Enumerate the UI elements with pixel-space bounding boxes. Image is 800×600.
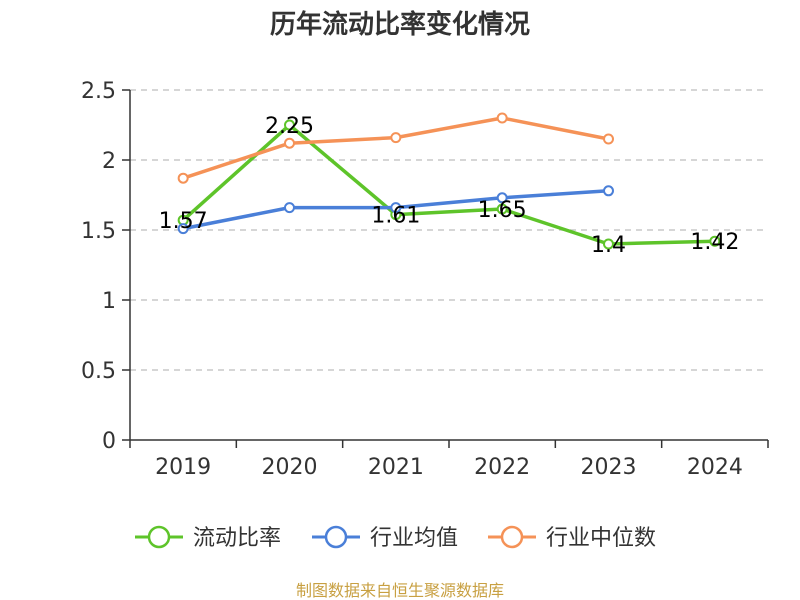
data-point [603,238,614,250]
source-note: 制图数据来自恒生聚源数据库 [296,581,504,600]
legend-label: 流动比率 [193,526,281,551]
y-tick-label: 2.5 [81,79,116,104]
data-point [390,132,402,144]
axes: 0 0.5 1 1.5 2 2.5 2019 2020 2021 2022 2023 2024 [81,79,769,480]
data-point [709,235,721,247]
series [177,112,721,250]
x-tick-label: 2024 [687,455,743,480]
data-point [177,172,189,184]
legend-marker [324,525,348,549]
data-point [496,192,508,204]
series-line-0 [181,123,715,246]
grid [130,89,768,371]
x-tick-label: 2020 [262,455,318,480]
data-point [284,119,295,131]
data-labels: 1.57 2.25 1.61 1.65 1.4 1.42 [159,114,740,258]
y-tick-label: 1 [102,289,116,314]
legend-marker [500,525,524,549]
y-tick-label: 0 [102,429,116,454]
data-point [603,185,614,197]
legend-label: 行业均值 [370,526,458,551]
data-label: 1.61 [371,204,420,229]
data-label: 1.42 [690,230,739,255]
x-tick-label: 2022 [474,455,530,480]
legend-item-2[interactable]: 行业中位数 [488,525,656,551]
data-point [284,202,295,214]
y-tick-label: 0.5 [81,359,116,384]
data-point [177,223,189,235]
data-label: 1.65 [478,198,527,223]
chart-title: 历年流动比率变化情况 [270,9,530,40]
data-label: 1.57 [159,209,208,234]
x-tick-label: 2023 [581,455,637,480]
data-point [496,203,508,215]
data-label: 1.4 [591,233,626,258]
x-tick-label: 2019 [155,455,211,480]
legend-marker [147,525,171,549]
data-point [496,112,508,124]
legend: 流动比率 行业均值 行业中位数 [135,525,656,551]
y-tick-label: 1.5 [81,219,116,244]
legend-item-1[interactable]: 行业均值 [312,525,458,551]
series-line-2 [182,116,609,180]
data-point [390,202,402,214]
legend-label: 行业中位数 [546,526,656,551]
data-point [284,137,295,149]
data-label: 2.25 [265,114,314,139]
y-tick-label: 2 [102,149,116,174]
x-tick-label: 2021 [368,455,424,480]
legend-item-0[interactable]: 流动比率 [135,525,281,551]
data-point [603,133,614,145]
